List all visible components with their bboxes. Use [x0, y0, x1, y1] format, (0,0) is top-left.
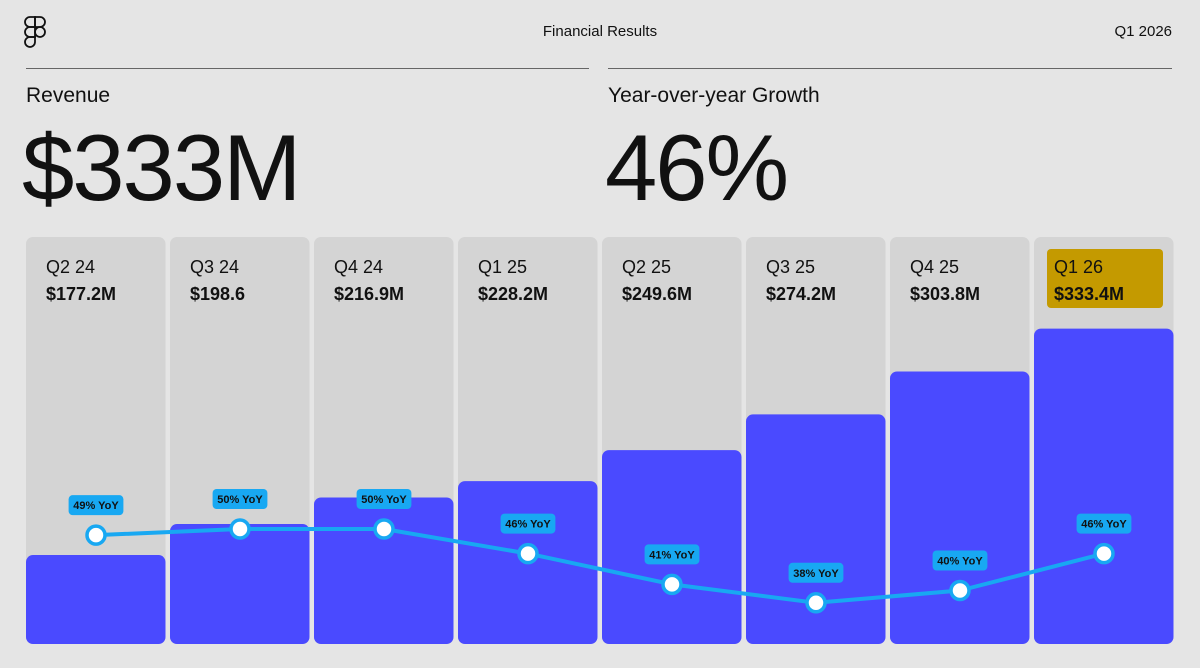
yoy-label: 41% YoY [649, 549, 695, 561]
divider-left [26, 68, 589, 69]
yoy-pill [500, 513, 556, 534]
yoy-label: 46% YoY [505, 519, 551, 531]
yoy-label: 50% YoY [361, 494, 407, 506]
yoy-point [229, 518, 251, 540]
yoy-label: 46% YoY [1081, 519, 1127, 531]
divider-right [608, 68, 1172, 69]
yoy-label: 50% YoY [217, 494, 263, 506]
period-label: Q1 2026 [1114, 23, 1172, 40]
revenue-value: $333M [22, 115, 301, 220]
bar [890, 371, 1030, 644]
yoy-point [85, 524, 107, 546]
yoy-pill [1076, 513, 1132, 534]
column-bg [26, 237, 166, 644]
growth-label: Year-over-year Growth [608, 84, 820, 107]
yoy-point [949, 579, 971, 602]
category-label: Q3 24 [190, 257, 239, 277]
page-title: Financial Results [542, 23, 658, 40]
yoy-pill [68, 495, 124, 516]
revenue-label: Revenue [26, 84, 111, 107]
highlight-label-box [1047, 249, 1163, 308]
bar [170, 524, 310, 644]
yoy-point [517, 542, 539, 565]
bar [1034, 328, 1174, 644]
yoy-point [661, 573, 683, 596]
value-label: $333.4M [1054, 284, 1124, 304]
yoy-label: 40% YoY [937, 556, 983, 568]
yoy-pill [212, 489, 268, 509]
bar [746, 414, 886, 644]
yoy-pill [932, 550, 988, 571]
value-label: $274.2M [766, 284, 836, 304]
category-label: Q1 25 [478, 257, 527, 277]
value-label: $177.2M [46, 284, 116, 304]
yoy-pill [644, 544, 700, 565]
yoy-label: 49% YoY [73, 500, 119, 512]
yoy-pill [788, 562, 844, 583]
bar [26, 555, 166, 644]
figma-logo-icon [24, 16, 46, 48]
value-label: $216.9M [334, 284, 404, 304]
category-label: Q2 24 [46, 257, 95, 277]
category-label: Q1 26 [1054, 257, 1103, 277]
category-label: Q2 25 [622, 257, 671, 277]
value-label: $249.6M [622, 284, 692, 304]
yoy-line [95, 527, 1105, 605]
category-label: Q4 25 [910, 257, 959, 277]
yoy-point [805, 592, 827, 614]
yoy-point [1093, 542, 1115, 565]
category-label: Q3 25 [766, 257, 815, 277]
category-label: Q4 24 [334, 257, 383, 277]
growth-value: 46% [605, 115, 789, 220]
yoy-label: 38% YoY [793, 568, 839, 580]
value-label: $198.6 [190, 284, 245, 304]
value-label: $303.8M [910, 284, 980, 304]
yoy-point [373, 518, 395, 540]
yoy-pill [356, 489, 412, 509]
value-label: $228.2M [478, 284, 548, 304]
